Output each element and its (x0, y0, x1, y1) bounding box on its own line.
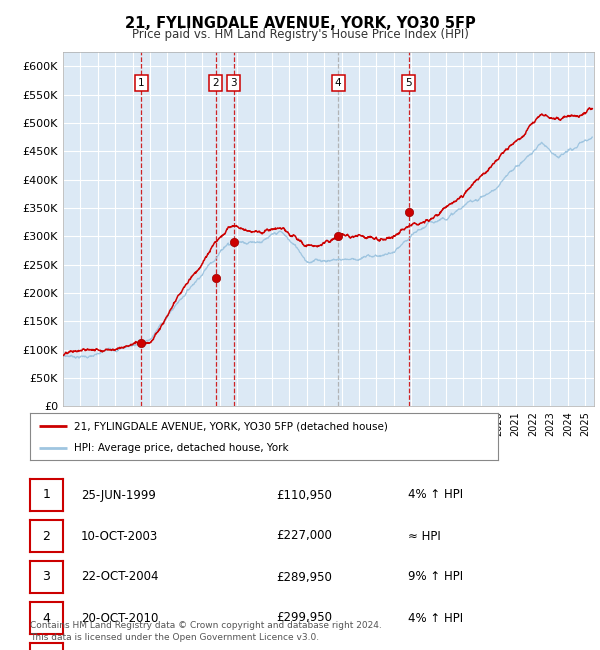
Text: 22-OCT-2004: 22-OCT-2004 (81, 571, 158, 584)
Text: £110,950: £110,950 (276, 489, 332, 502)
Text: Price paid vs. HM Land Registry's House Price Index (HPI): Price paid vs. HM Land Registry's House … (131, 28, 469, 41)
Text: 2: 2 (43, 530, 50, 543)
Text: 1: 1 (138, 78, 145, 88)
Text: £289,950: £289,950 (276, 571, 332, 584)
Text: 21, FYLINGDALE AVENUE, YORK, YO30 5FP: 21, FYLINGDALE AVENUE, YORK, YO30 5FP (125, 16, 475, 31)
Text: 9% ↑ HPI: 9% ↑ HPI (408, 571, 463, 584)
Text: 4: 4 (335, 78, 341, 88)
Text: HPI: Average price, detached house, York: HPI: Average price, detached house, York (74, 443, 289, 452)
Text: 2: 2 (212, 78, 219, 88)
Text: 20-OCT-2010: 20-OCT-2010 (81, 612, 158, 625)
Text: Contains HM Land Registry data © Crown copyright and database right 2024.
This d: Contains HM Land Registry data © Crown c… (30, 621, 382, 642)
Text: 4% ↑ HPI: 4% ↑ HPI (408, 489, 463, 502)
Text: 3: 3 (230, 78, 237, 88)
Text: 4: 4 (43, 612, 50, 625)
Text: 21, FYLINGDALE AVENUE, YORK, YO30 5FP (detached house): 21, FYLINGDALE AVENUE, YORK, YO30 5FP (d… (74, 421, 388, 431)
Text: 3: 3 (43, 571, 50, 584)
Text: 10-OCT-2003: 10-OCT-2003 (81, 530, 158, 543)
Text: £227,000: £227,000 (276, 530, 332, 543)
Text: £299,950: £299,950 (276, 612, 332, 625)
Text: 5: 5 (406, 78, 412, 88)
Text: 4% ↑ HPI: 4% ↑ HPI (408, 612, 463, 625)
Text: 1: 1 (43, 489, 50, 502)
Text: ≈ HPI: ≈ HPI (408, 530, 441, 543)
Text: 25-JUN-1999: 25-JUN-1999 (81, 489, 156, 502)
